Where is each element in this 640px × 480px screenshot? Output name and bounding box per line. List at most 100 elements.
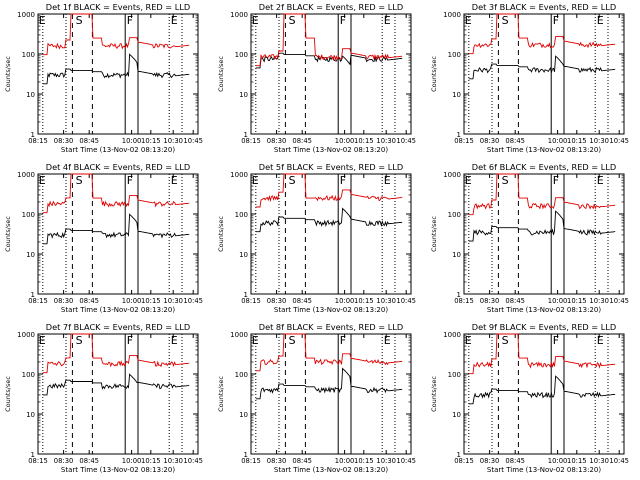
x-tick-label: 10:45 (396, 137, 416, 145)
y-tick-label: 10 (452, 251, 461, 259)
x-tick-label: 10:45 (183, 137, 203, 145)
x-axis-label: Start Time (13-Nov-02 08:13:20) (487, 306, 601, 314)
interval-marker-e: E (39, 14, 46, 27)
x-axis-label: Start Time (13-Nov-02 08:13:20) (61, 466, 175, 474)
x-tick-label: 10:45 (183, 297, 203, 305)
x-tick-label: 10:45 (609, 297, 629, 305)
y-tick-label: 1 (31, 291, 35, 299)
x-tick-label: 10:30 (589, 137, 609, 145)
x-tick-label: 08:30 (480, 457, 500, 465)
x-tick-label: 10:45 (396, 297, 416, 305)
series-lld-line (255, 333, 403, 372)
y-tick-label: 100 (22, 51, 35, 59)
series-events-line (42, 53, 190, 85)
x-tick-label: 08:30 (480, 137, 500, 145)
x-tick-label: 08:45 (505, 137, 525, 145)
panel-det-8: Det 8f BLACK = Events, RED = LLD 1 10 100 10… (217, 322, 416, 474)
panel-title: Det 7f BLACK = Events, RED = LLD (46, 322, 190, 332)
y-tick-label: 10 (239, 91, 248, 99)
y-tick-label: 1000 (17, 11, 35, 19)
series-lld-line (468, 173, 616, 216)
x-axis-label: Start Time (13-Nov-02 08:13:20) (274, 306, 388, 314)
interval-marker-s: S (502, 14, 509, 27)
interval-marker-f: F (127, 14, 133, 27)
interval-marker-e: E (597, 334, 604, 347)
panel-det-7: Det 7f BLACK = Events, RED = LLD 1 10 100 10… (4, 322, 203, 474)
interval-marker-e: E (465, 14, 472, 27)
x-tick-label: 10:15 (141, 137, 161, 145)
series-events-line (255, 207, 403, 233)
plot-frame (463, 13, 625, 135)
x-tick-label: 10:15 (567, 137, 587, 145)
series-lld-line (42, 13, 190, 56)
x-axis-label: Start Time (13-Nov-02 08:13:20) (274, 466, 388, 474)
interval-marker-e: E (384, 14, 391, 27)
x-tick-label: 10:15 (567, 297, 587, 305)
x-tick-label: 10:30 (589, 297, 609, 305)
series-lld-line (42, 173, 190, 214)
y-tick-label: 100 (22, 371, 35, 379)
x-axis-label: Start Time (13-Nov-02 08:13:20) (61, 146, 175, 154)
interval-marker-e: E (384, 334, 391, 347)
y-tick-label: 1 (31, 131, 35, 139)
x-tick-label: 10:00 (335, 137, 355, 145)
interval-marker-s: S (76, 14, 83, 27)
panel-det-5: Det 5f BLACK = Events, RED = LLD 1 10 100 10… (217, 162, 416, 314)
interval-marker-s: S (502, 174, 509, 187)
x-tick-label: 10:30 (163, 297, 183, 305)
x-tick-label: 08:45 (292, 137, 312, 145)
interval-marker-e: E (384, 174, 391, 187)
series-lld-line (255, 173, 403, 208)
x-tick-label: 08:15 (241, 297, 261, 305)
interval-marker-e: E (252, 174, 259, 187)
y-tick-label: 1 (31, 451, 35, 459)
interval-marker-s: S (289, 14, 296, 27)
x-tick-label: 08:30 (267, 137, 287, 145)
x-tick-label: 08:15 (241, 457, 261, 465)
interval-marker-e: E (171, 174, 178, 187)
interval-marker-f: F (127, 174, 133, 187)
plot-frame (37, 13, 199, 135)
series-events-line (468, 210, 616, 242)
x-tick-label: 08:15 (28, 137, 48, 145)
y-axis-label: Counts/sec (217, 56, 225, 92)
interval-marker-e: E (465, 174, 472, 187)
interval-marker-s: S (76, 334, 83, 347)
y-tick-label: 1000 (443, 171, 461, 179)
panel-title: Det 3f BLACK = Events, RED = LLD (472, 2, 616, 12)
x-tick-label: 08:30 (267, 457, 287, 465)
x-axis-label: Start Time (13-Nov-02 08:13:20) (274, 146, 388, 154)
y-tick-label: 1000 (443, 331, 461, 339)
interval-marker-f: F (340, 14, 346, 27)
y-tick-label: 1000 (443, 11, 461, 19)
x-tick-label: 08:45 (79, 297, 99, 305)
panel-det-3: Det 3f BLACK = Events, RED = LLD 1 10 100 10… (430, 2, 629, 154)
panel-det-1: Det 1f BLACK = Events, RED = LLD 1 10 100 10… (4, 2, 203, 154)
interval-marker-f: F (340, 174, 346, 187)
y-tick-label: 100 (235, 211, 248, 219)
y-tick-label: 1 (244, 451, 248, 459)
x-tick-label: 10:15 (354, 457, 374, 465)
x-tick-label: 08:30 (480, 297, 500, 305)
interval-marker-e: E (465, 334, 472, 347)
y-tick-label: 10 (26, 251, 35, 259)
interval-marker-e: E (252, 334, 259, 347)
x-tick-label: 10:00 (548, 297, 568, 305)
series-events-line (42, 373, 190, 396)
series-lld-line (468, 333, 616, 375)
y-tick-label: 100 (22, 211, 35, 219)
y-tick-label: 100 (448, 211, 461, 219)
panel-title: Det 5f BLACK = Events, RED = LLD (259, 162, 403, 172)
panel-title: Det 8f BLACK = Events, RED = LLD (259, 322, 403, 332)
panel-title: Det 9f BLACK = Events, RED = LLD (472, 322, 616, 332)
x-tick-label: 08:45 (79, 137, 99, 145)
x-tick-label: 10:15 (141, 457, 161, 465)
panel-det-2: Det 2f BLACK = Events, RED = LLD 1 10 100 10… (217, 2, 416, 154)
interval-marker-f: F (553, 334, 559, 347)
series-lld-line (42, 333, 190, 374)
interval-marker-s: S (289, 334, 296, 347)
plot-frame (250, 13, 412, 135)
x-tick-label: 08:30 (54, 297, 74, 305)
y-tick-label: 1 (457, 291, 461, 299)
